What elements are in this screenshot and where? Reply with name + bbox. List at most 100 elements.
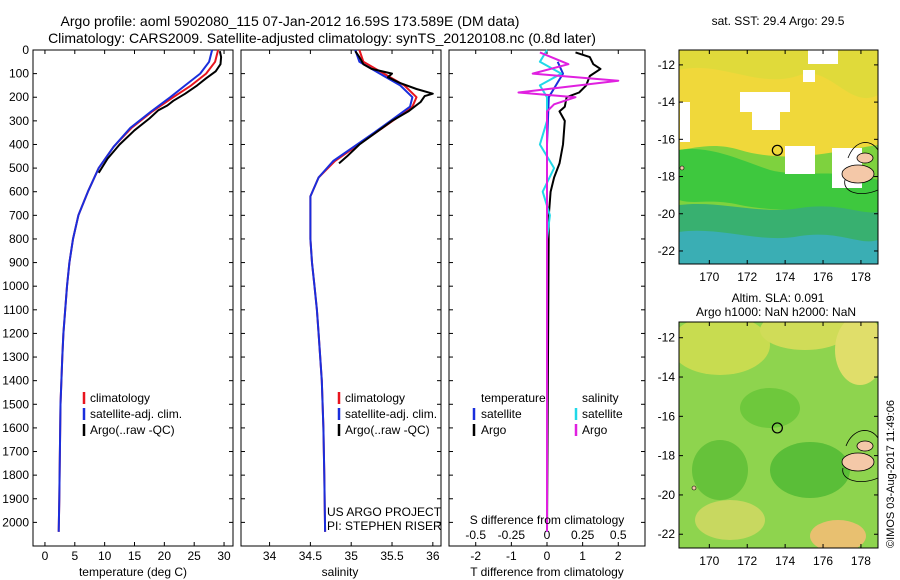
- small-island: [679, 165, 685, 171]
- map-x-tick-label: 178: [851, 554, 871, 568]
- depth-ticks: 0 100 200 300 400 500 600 700 800 900 1000 1100 1200…: [2, 43, 233, 529]
- map-y-tick-label: -14: [658, 370, 676, 384]
- salinity-depth-ticks: [241, 49, 441, 523]
- difference-series: [517, 49, 620, 532]
- map-x-tick-label: 172: [737, 270, 757, 284]
- figure-title-line1: Argo profile: aoml 5902080_115 07-Jan-20…: [61, 13, 520, 29]
- climatology-line: [309, 49, 418, 532]
- temperature-axes-box: [32, 49, 234, 547]
- sla-low-patch-2: [770, 442, 850, 498]
- legend-climatology-label: climatology: [90, 391, 150, 405]
- sla-low-patch-3: [692, 440, 748, 500]
- salinity-x-ticks: 34 34.5 35 35.5 36: [263, 50, 440, 563]
- map-x-tick-label: 170: [699, 554, 719, 568]
- legend-s-satellite-label: satellite: [582, 407, 623, 421]
- temperature-series: [57, 49, 223, 532]
- salinity-axes-box: [240, 49, 442, 547]
- sla-map-frame: [678, 321, 879, 549]
- map-y-tick-label: -22: [658, 244, 676, 258]
- map-x-tick-label: 176: [813, 554, 833, 568]
- x-tick-label: 0: [42, 549, 49, 563]
- salinity-x-label: salinity: [322, 565, 359, 579]
- sla-map-ticks: 170 172 174 176 178 -12 -14 -16 -18 -20 -22: [658, 322, 878, 568]
- map-x-tick-label: 174: [775, 270, 795, 284]
- y-tick-label: 1300: [2, 350, 29, 364]
- argo-line: [97, 51, 223, 174]
- t-argo-line: [546, 51, 602, 532]
- salinity-panel: 34 34.5 35 35.5 36 salinity climatology sate…: [240, 49, 442, 579]
- sla-high-patch-1: [679, 322, 770, 375]
- legend-argo-label: Argo(..raw -QC): [90, 423, 175, 437]
- cloud-mask-4: [752, 108, 780, 130]
- map-y-tick-label: -22: [658, 527, 676, 541]
- difference-x-ticks: -2 -0.5 -1 -0.25 0 0 1 0.25 2 0.5: [465, 50, 627, 563]
- x-tick-label: 15: [128, 549, 142, 563]
- x-tick-label: 0: [544, 549, 551, 563]
- legend-salinity-heading: salinity: [582, 391, 619, 405]
- temperature-x-label: temperature (deg C): [79, 565, 187, 579]
- map-x-tick-label: 178: [851, 270, 871, 284]
- map-x-tick-label: 172: [737, 554, 757, 568]
- x-tick-label: 20: [158, 549, 172, 563]
- legend-t-argo-label: Argo: [481, 423, 507, 437]
- sla-high-patch-3: [835, 322, 878, 385]
- sla-high-patch-4: [695, 500, 765, 540]
- y-tick-label: 900: [9, 256, 29, 270]
- legend-temperature-heading: temperature: [481, 391, 546, 405]
- x-tick-label: 2: [615, 549, 622, 563]
- sst-map-frame: [678, 49, 879, 265]
- argo-float-marker: [771, 422, 783, 434]
- x-tick-label: 35.5: [380, 549, 404, 563]
- y-tick-label: 200: [9, 90, 29, 104]
- fiji-island: [841, 164, 875, 184]
- legend-argo-label: Argo(..raw -QC): [345, 423, 430, 437]
- y-tick-label: 1800: [2, 468, 29, 482]
- x-tick-label: 5: [71, 549, 78, 563]
- x-tick-label: 30: [217, 549, 231, 563]
- x-tick-label: 35: [345, 549, 359, 563]
- map-x-tick-label: 176: [813, 270, 833, 284]
- x-tick-label: 25: [188, 549, 202, 563]
- top-tick-label: -0.5: [465, 528, 486, 542]
- y-tick-label: 1600: [2, 421, 29, 435]
- t-difference-label: T difference from climatology: [470, 565, 624, 579]
- y-tick-label: 600: [9, 185, 29, 199]
- x-tick-label: -1: [506, 549, 517, 563]
- difference-legend: temperature satellite Argo salinity sate…: [472, 391, 623, 437]
- x-tick-label: 34.5: [299, 549, 323, 563]
- s-difference-label: S difference from climatology: [470, 513, 625, 527]
- bathymetry-contour: [844, 142, 878, 194]
- top-tick-label: 0: [544, 528, 551, 542]
- y-tick-label: 1500: [2, 397, 29, 411]
- sst-mid-band: [679, 149, 878, 215]
- temperature-legend: climatology satellite-adj. clim. Argo(..…: [82, 391, 182, 437]
- project-label: US ARGO PROJECT: [327, 505, 442, 519]
- y-tick-label: 1200: [2, 326, 29, 340]
- x-tick-label: 1: [579, 549, 586, 563]
- difference-depth-ticks: [449, 49, 645, 523]
- map-y-tick-label: -12: [658, 331, 676, 345]
- sla-map-subtitle: Argo h1000: NaN h2000: NaN: [696, 305, 856, 319]
- cloud-mask-3: [740, 92, 790, 112]
- sst-map-ticks: 170 172 174 176 178 -12 -14 -16 -18 -20 -22: [658, 50, 878, 284]
- satellite-line: [57, 49, 214, 532]
- s-argo-line: [517, 51, 620, 532]
- sst-coldest-band: [679, 230, 878, 264]
- sla-low-patch-1: [740, 388, 800, 428]
- legend-satellite-label: satellite-adj. clim.: [345, 407, 437, 421]
- x-tick-label: 36: [426, 549, 440, 563]
- sla-map-panel: Altim. SLA: 0.091 Argo h1000: NaN h2000:…: [658, 291, 879, 568]
- t-satellite-line: [546, 61, 564, 532]
- legend-t-satellite-label: satellite: [481, 407, 522, 421]
- difference-panel: -2 -0.5 -1 -0.25 0 0 1 0.25 2 0.5 S difference fr…: [448, 49, 646, 579]
- sst-map-title: sat. SST: 29.4 Argo: 29.5: [712, 14, 845, 28]
- sla-high-patch-2: [760, 322, 850, 350]
- map-x-tick-label: 174: [775, 554, 795, 568]
- y-tick-label: 0: [22, 43, 29, 57]
- map-y-tick-label: -12: [658, 58, 676, 72]
- legend-satellite-label: satellite-adj. clim.: [90, 407, 182, 421]
- y-tick-label: 400: [9, 137, 29, 151]
- cloud-mask-2: [680, 102, 690, 142]
- fiji-island-north: [856, 152, 874, 164]
- argo-line: [338, 50, 434, 165]
